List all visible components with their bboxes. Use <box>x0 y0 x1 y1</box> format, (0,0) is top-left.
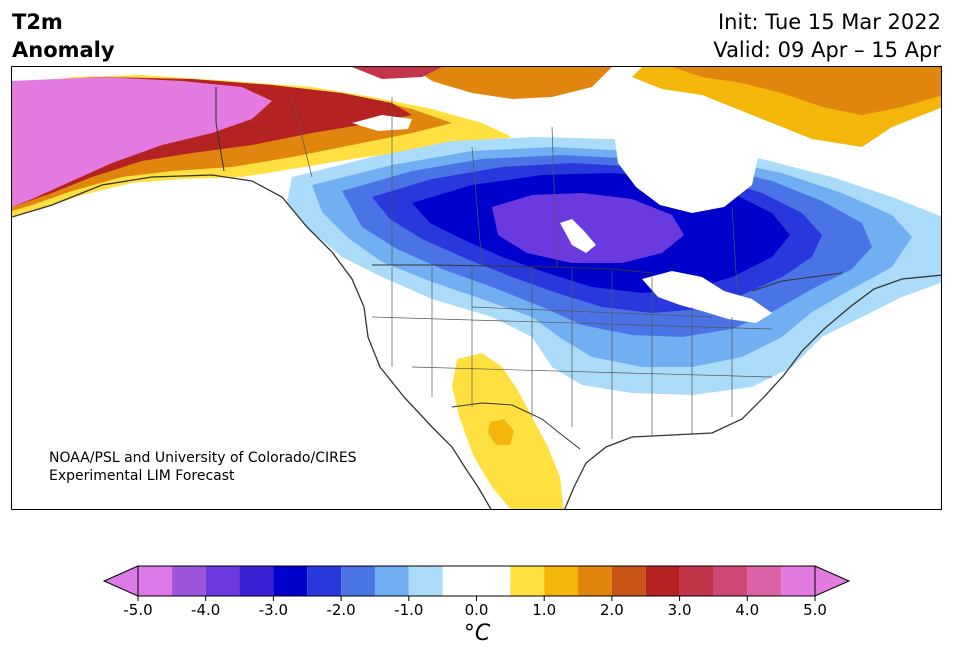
colorbar-under-extension <box>102 565 139 597</box>
colorbar-bin-12 <box>578 566 612 596</box>
colorbar-ticks: -5.0 -4.0 -3.0 -2.0 -1.0 0.0 1.0 2.0 3.0 4.0 5.0 <box>123 596 827 619</box>
colorbar-bin-0 <box>138 566 172 596</box>
colorbar-bin-6 <box>341 566 375 596</box>
colorbar-bin-5 <box>307 566 342 596</box>
cool-anomaly-purple <box>492 193 684 263</box>
colorbar-graphic: -5.0 -4.0 -3.0 -2.0 -1.0 0.0 1.0 2.0 3.0 4.0 5.0 °… <box>102 565 851 646</box>
colorbar-bin-10 <box>510 566 545 596</box>
colorbar-bin-7 <box>374 566 409 596</box>
colorbar-tick-label-6: 1.0 <box>532 601 556 619</box>
data-credit: NOAA/PSL and University of Colorado/CIRE… <box>49 450 357 484</box>
great-lakes <box>642 271 772 323</box>
warm-anomaly-north-orange <box>412 67 612 99</box>
province-lines <box>291 96 738 290</box>
colorbar-bin-11 <box>544 566 579 596</box>
lake-winnipeg <box>560 219 596 253</box>
colorbar-tick-label-5: 0.0 <box>465 601 489 619</box>
colorbar-tick-label-0: -5.0 <box>123 601 152 619</box>
colorbar-tick-label-9: 4.0 <box>735 601 759 619</box>
valid-period: Valid: 09 Apr – 15 Apr <box>713 38 941 62</box>
us-mexico-border <box>451 402 581 450</box>
anomaly-map: NOAA/PSL and University of Colorado/CIRE… <box>11 66 942 510</box>
colorbar-bin-8 <box>408 566 443 596</box>
colorbar-tick-label-8: 3.0 <box>668 601 692 619</box>
colorbar-bin-4 <box>273 566 308 596</box>
colorbar-bin-15 <box>679 566 714 596</box>
colorbar-bins <box>138 566 815 596</box>
colorbar-tick-label-3: -2.0 <box>326 601 355 619</box>
colorbar-bin-17 <box>747 566 782 596</box>
hudson-bay <box>612 107 758 213</box>
alaska-border <box>215 87 225 172</box>
warm-anomaly-southwest-gold <box>488 419 514 445</box>
map-title-variable: T2m Anomaly <box>12 10 115 62</box>
great-bear-lake <box>352 115 412 131</box>
colorbar-tick-label-10: 5.0 <box>803 601 827 619</box>
warm-anomaly-alaska-pink <box>12 77 272 207</box>
colorbar-tick-label-1: -4.0 <box>191 601 220 619</box>
colorbar-bin-2 <box>205 566 240 596</box>
colorbar-legend: -5.0 -4.0 -3.0 -2.0 -1.0 0.0 1.0 2.0 3.0 4.0 5.0 °… <box>0 560 953 659</box>
colorbar-tick-label-7: 2.0 <box>600 601 624 619</box>
country-border <box>372 264 843 292</box>
colorbar-unit-label: °C <box>464 621 491 646</box>
colorbar-bin-1 <box>171 566 206 596</box>
colorbar-bin-16 <box>713 566 748 596</box>
colorbar-bin-3 <box>239 566 274 596</box>
colorbar-bin-18 <box>781 566 815 596</box>
anomaly-map-graphic <box>12 67 941 509</box>
colorbar-bin-14 <box>645 566 680 596</box>
init-date: Init: Tue 15 Mar 2022 <box>717 10 941 34</box>
colorbar-tick-label-2: -3.0 <box>259 601 288 619</box>
colorbar-over-extension <box>814 565 851 597</box>
warm-anomaly-north-red <box>352 67 442 79</box>
colorbar-bin-9 <box>442 566 511 596</box>
colorbar-bin-13 <box>611 566 646 596</box>
colorbar-tick-label-4: -1.0 <box>394 601 423 619</box>
warm-anomaly-arctic-orange <box>672 67 941 115</box>
forecast-dates: Init: Tue 15 Mar 2022 Valid: 09 Apr – 15… <box>713 8 941 64</box>
coastline <box>12 174 941 509</box>
state-lines <box>371 267 773 439</box>
